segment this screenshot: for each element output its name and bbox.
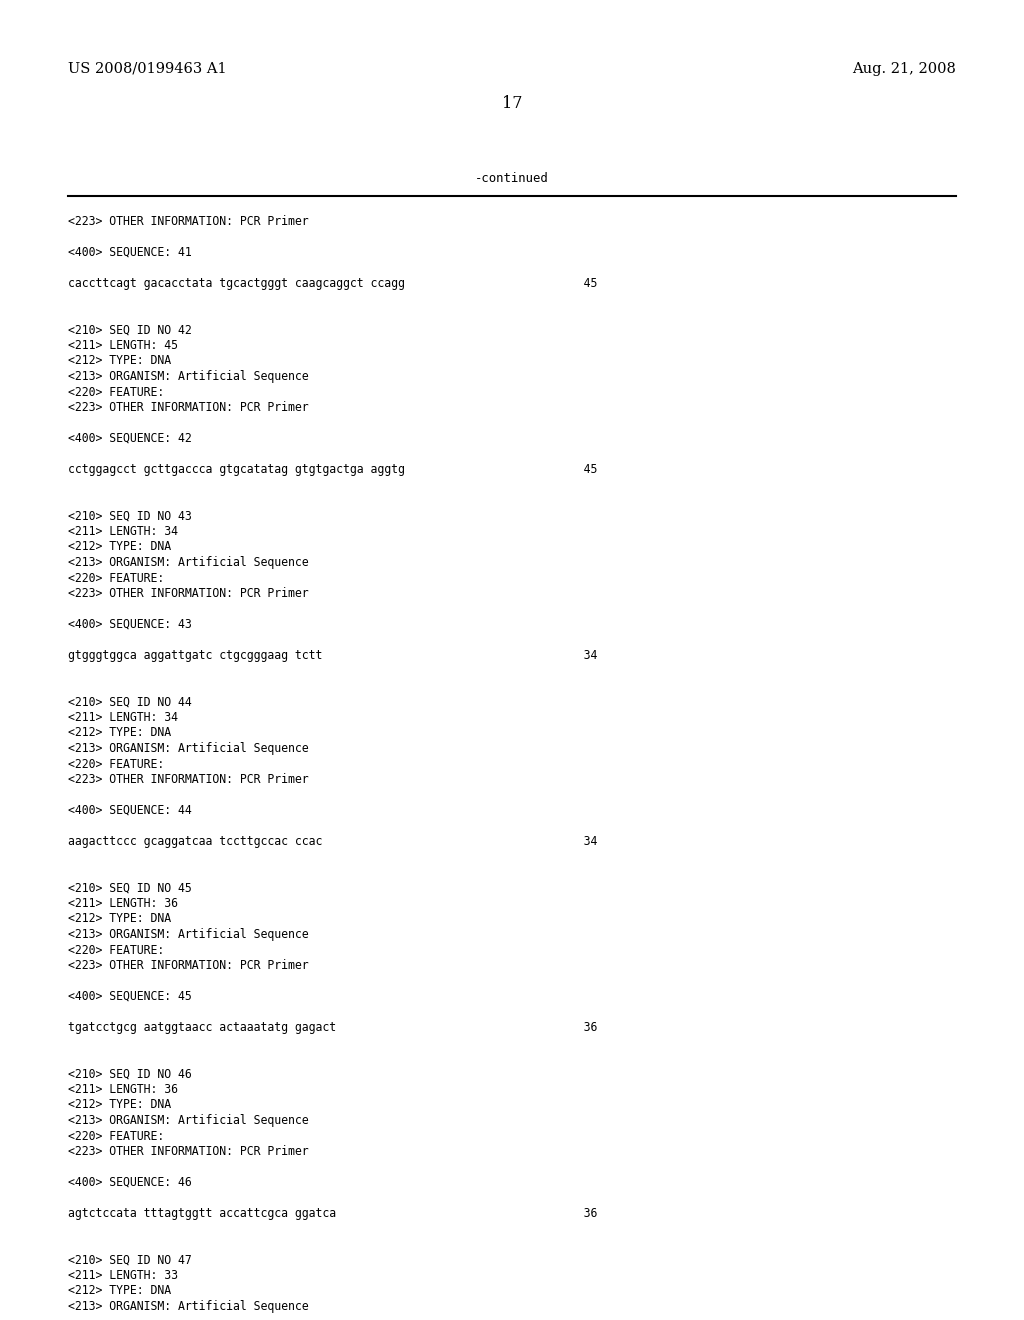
- Text: <211> LENGTH: 36: <211> LENGTH: 36: [68, 898, 178, 909]
- Text: aagacttccc gcaggatcaa tccttgccac ccac                                      34: aagacttccc gcaggatcaa tccttgccac ccac 34: [68, 836, 597, 847]
- Text: <211> LENGTH: 45: <211> LENGTH: 45: [68, 339, 178, 352]
- Text: <212> TYPE: DNA: <212> TYPE: DNA: [68, 1098, 171, 1111]
- Text: <220> FEATURE:: <220> FEATURE:: [68, 944, 164, 957]
- Text: <400> SEQUENCE: 44: <400> SEQUENCE: 44: [68, 804, 191, 817]
- Text: <212> TYPE: DNA: <212> TYPE: DNA: [68, 912, 171, 925]
- Text: <400> SEQUENCE: 46: <400> SEQUENCE: 46: [68, 1176, 191, 1189]
- Text: <210> SEQ ID NO 44: <210> SEQ ID NO 44: [68, 696, 191, 709]
- Text: <213> ORGANISM: Artificial Sequence: <213> ORGANISM: Artificial Sequence: [68, 1300, 308, 1313]
- Text: <220> FEATURE:: <220> FEATURE:: [68, 385, 164, 399]
- Text: <220> FEATURE:: <220> FEATURE:: [68, 758, 164, 771]
- Text: <210> SEQ ID NO 47: <210> SEQ ID NO 47: [68, 1254, 191, 1266]
- Text: gtgggtggca aggattgatc ctgcgggaag tctt                                      34: gtgggtggca aggattgatc ctgcgggaag tctt 34: [68, 649, 597, 663]
- Text: <210> SEQ ID NO 45: <210> SEQ ID NO 45: [68, 882, 191, 895]
- Text: caccttcagt gacacctata tgcactgggt caagcaggct ccagg                          45: caccttcagt gacacctata tgcactgggt caagcag…: [68, 277, 597, 290]
- Text: <223> OTHER INFORMATION: PCR Primer: <223> OTHER INFORMATION: PCR Primer: [68, 215, 308, 228]
- Text: <223> OTHER INFORMATION: PCR Primer: <223> OTHER INFORMATION: PCR Primer: [68, 774, 308, 785]
- Text: 17: 17: [502, 95, 522, 112]
- Text: tgatcctgcg aatggtaacc actaaatatg gagact                                    36: tgatcctgcg aatggtaacc actaaatatg gagact …: [68, 1020, 597, 1034]
- Text: <400> SEQUENCE: 41: <400> SEQUENCE: 41: [68, 246, 191, 259]
- Text: <210> SEQ ID NO 46: <210> SEQ ID NO 46: [68, 1068, 191, 1081]
- Text: <213> ORGANISM: Artificial Sequence: <213> ORGANISM: Artificial Sequence: [68, 742, 308, 755]
- Text: <213> ORGANISM: Artificial Sequence: <213> ORGANISM: Artificial Sequence: [68, 370, 308, 383]
- Text: cctggagcct gcttgaccca gtgcatatag gtgtgactga aggtg                          45: cctggagcct gcttgaccca gtgcatatag gtgtgac…: [68, 463, 597, 477]
- Text: <213> ORGANISM: Artificial Sequence: <213> ORGANISM: Artificial Sequence: [68, 556, 308, 569]
- Text: <400> SEQUENCE: 45: <400> SEQUENCE: 45: [68, 990, 191, 1003]
- Text: agtctccata tttagtggtt accattcgca ggatca                                    36: agtctccata tttagtggtt accattcgca ggatca …: [68, 1206, 597, 1220]
- Text: <213> ORGANISM: Artificial Sequence: <213> ORGANISM: Artificial Sequence: [68, 1114, 308, 1127]
- Text: <211> LENGTH: 33: <211> LENGTH: 33: [68, 1269, 178, 1282]
- Text: Aug. 21, 2008: Aug. 21, 2008: [852, 62, 956, 77]
- Text: <220> FEATURE:: <220> FEATURE:: [68, 1130, 164, 1143]
- Text: <212> TYPE: DNA: <212> TYPE: DNA: [68, 1284, 171, 1298]
- Text: <223> OTHER INFORMATION: PCR Primer: <223> OTHER INFORMATION: PCR Primer: [68, 1144, 308, 1158]
- Text: <211> LENGTH: 34: <211> LENGTH: 34: [68, 525, 178, 539]
- Text: -continued: -continued: [475, 172, 549, 185]
- Text: <223> OTHER INFORMATION: PCR Primer: <223> OTHER INFORMATION: PCR Primer: [68, 587, 308, 601]
- Text: <212> TYPE: DNA: <212> TYPE: DNA: [68, 540, 171, 553]
- Text: <212> TYPE: DNA: <212> TYPE: DNA: [68, 726, 171, 739]
- Text: <212> TYPE: DNA: <212> TYPE: DNA: [68, 355, 171, 367]
- Text: <220> FEATURE:: <220> FEATURE:: [68, 572, 164, 585]
- Text: <210> SEQ ID NO 42: <210> SEQ ID NO 42: [68, 323, 191, 337]
- Text: <400> SEQUENCE: 43: <400> SEQUENCE: 43: [68, 618, 191, 631]
- Text: <223> OTHER INFORMATION: PCR Primer: <223> OTHER INFORMATION: PCR Primer: [68, 960, 308, 972]
- Text: <210> SEQ ID NO 43: <210> SEQ ID NO 43: [68, 510, 191, 523]
- Text: <400> SEQUENCE: 42: <400> SEQUENCE: 42: [68, 432, 191, 445]
- Text: <211> LENGTH: 36: <211> LENGTH: 36: [68, 1082, 178, 1096]
- Text: <223> OTHER INFORMATION: PCR Primer: <223> OTHER INFORMATION: PCR Primer: [68, 401, 308, 414]
- Text: <213> ORGANISM: Artificial Sequence: <213> ORGANISM: Artificial Sequence: [68, 928, 308, 941]
- Text: <211> LENGTH: 34: <211> LENGTH: 34: [68, 711, 178, 723]
- Text: US 2008/0199463 A1: US 2008/0199463 A1: [68, 62, 226, 77]
